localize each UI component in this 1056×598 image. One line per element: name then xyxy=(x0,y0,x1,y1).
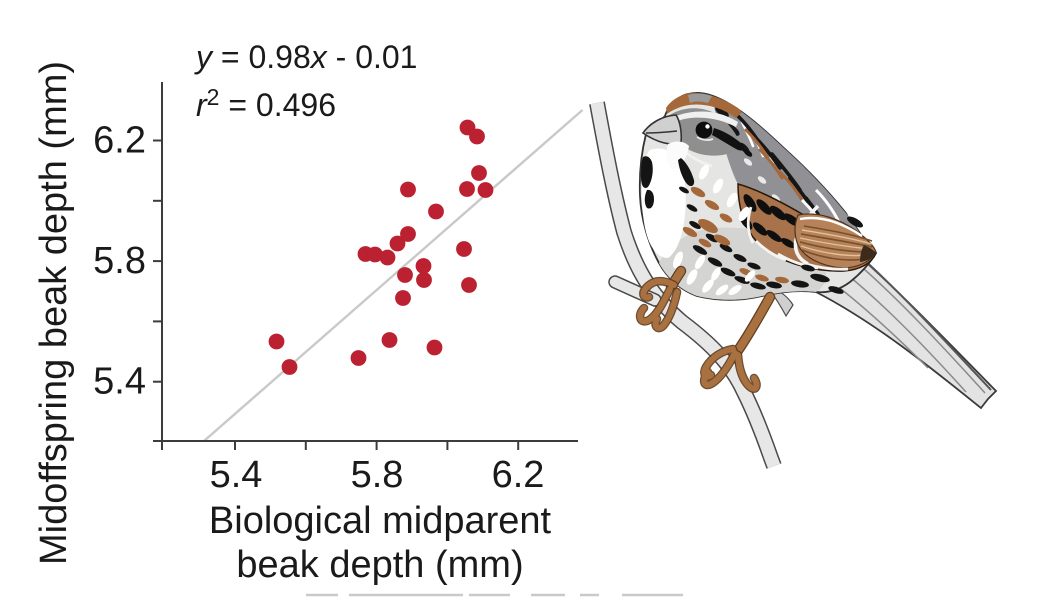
svg-text:beak depth (mm): beak depth (mm) xyxy=(236,544,523,586)
svg-text:5.4: 5.4 xyxy=(93,361,146,403)
svg-text:Midoffspring beak depth (mm): Midoffspring beak depth (mm) xyxy=(33,61,75,565)
svg-text:6.2: 6.2 xyxy=(492,454,545,496)
svg-text:r2 = 0.496: r2 = 0.496 xyxy=(196,84,336,123)
svg-text:y = 0.98x - 0.01: y = 0.98x - 0.01 xyxy=(194,39,417,75)
svg-text:5.4: 5.4 xyxy=(210,454,263,496)
svg-text:6.2: 6.2 xyxy=(93,120,146,162)
svg-text:5.8: 5.8 xyxy=(93,240,146,282)
svg-text:5.8: 5.8 xyxy=(351,454,404,496)
svg-text:Biological midparent: Biological midparent xyxy=(209,500,552,542)
